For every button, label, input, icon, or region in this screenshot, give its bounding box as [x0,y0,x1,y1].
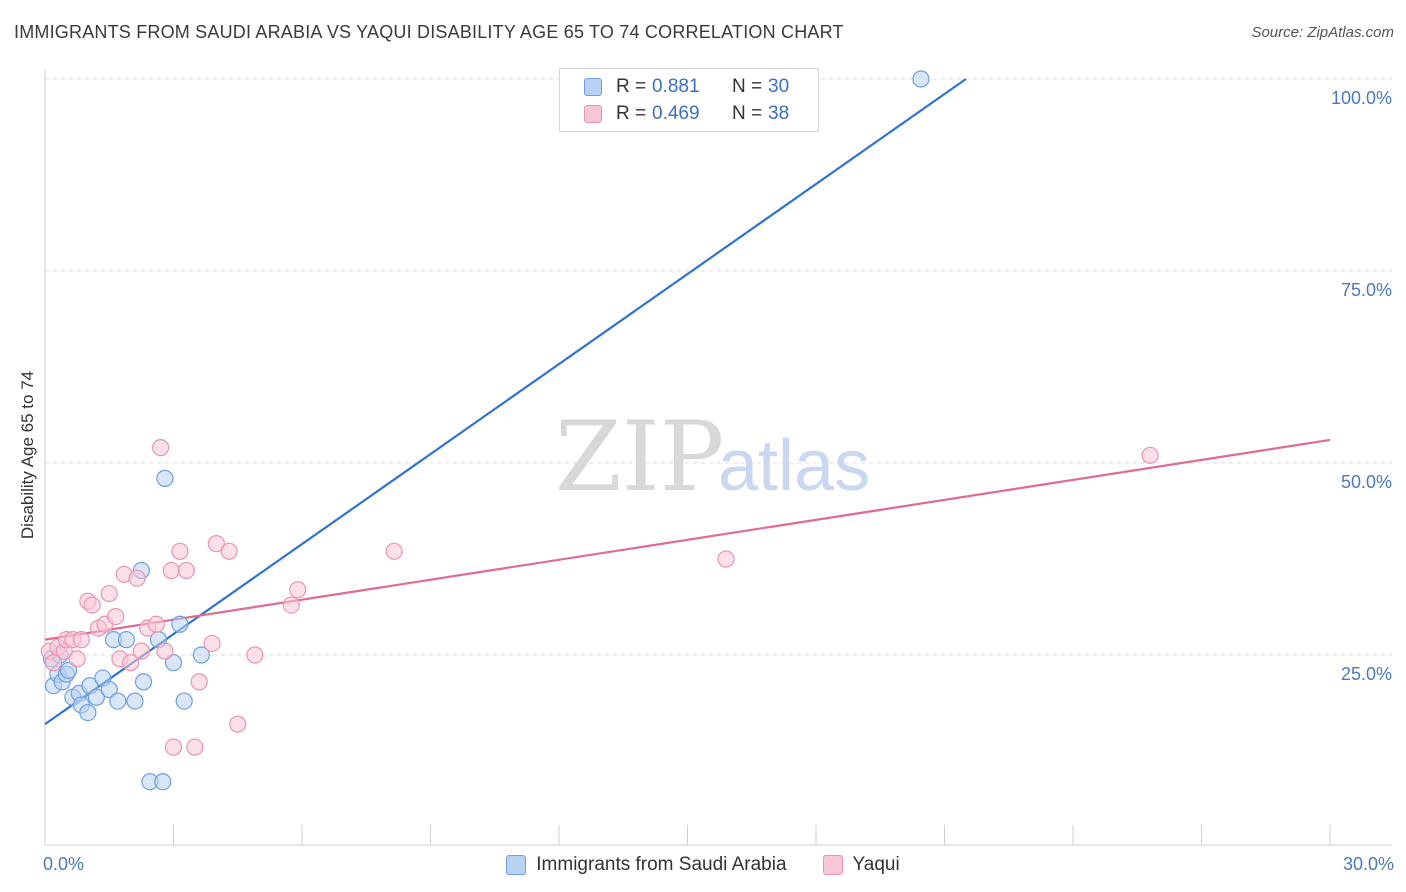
point-saudi [117,631,135,649]
data-points [40,70,1159,791]
legend-swatch-pink [584,105,602,123]
point-saudi [175,692,193,710]
point-saudi [59,661,78,679]
legend-label-saudi: Immigrants from Saudi Arabia [536,854,787,875]
point-saudi [154,773,172,791]
point-yaqui [246,646,264,664]
point-saudi [79,703,97,722]
legend-n-value: 38 [768,103,790,124]
point-saudi [171,615,189,633]
series-legend: Immigrants from Saudi Arabia Yaqui [0,852,1406,878]
grid [45,78,1392,656]
point-saudi [109,692,127,710]
point-yaqui [132,642,150,660]
point-yaqui [68,650,86,668]
point-yaqui [152,439,170,457]
point-yaqui [282,596,300,614]
legend-r-value: 0.469 [652,103,700,124]
y-tick-label: 75.0% [1341,280,1392,300]
trendline-yaqui [44,438,1331,641]
watermark-atlas: atlas [718,426,870,506]
point-saudi [134,673,153,691]
point-yaqui [207,535,225,553]
legend-item-saudi[interactable]: Immigrants from Saudi Arabia [506,854,787,876]
legend-swatch-blue [584,78,602,96]
chart-title: IMMIGRANTS FROM SAUDI ARABIA VS YAQUI DI… [14,22,844,42]
point-yaqui [220,542,238,560]
axes [44,70,1392,846]
point-yaqui [289,581,307,599]
legend-r-label: R = [616,76,647,97]
watermark-zip: ZIP [555,401,724,513]
point-yaqui [164,738,183,756]
point-yaqui [717,550,735,568]
source-credit: Source: ZipAtlas.com [1251,24,1394,41]
point-yaqui [177,561,195,580]
tick-labels: 25.0% 50.0% 75.0% 100.0% 0.0% 30.0% [43,88,1394,874]
point-yaqui [122,654,140,672]
point-saudi [192,646,210,664]
point-yaqui [190,673,208,691]
legend-n-value: 30 [768,76,790,97]
point-saudi [87,688,106,706]
legend-item-yaqui[interactable]: Yaqui [822,854,900,876]
x-tick-label: 30.0% [1343,854,1394,874]
legend-n-label: N = [732,103,763,124]
point-yaqui [83,596,101,614]
legend-swatch-pink [822,855,843,875]
point-yaqui [171,542,189,560]
trendlines [44,78,1331,726]
point-saudi [100,680,118,699]
legend-row-saudi: R = 0.881 N = 30 [584,74,789,100]
legend-swatch-blue [506,855,527,875]
legend-label-yaqui: Yaqui [852,854,900,875]
point-saudi [164,654,183,672]
point-yaqui [203,634,221,653]
y-tick-label: 25.0% [1341,664,1392,684]
legend-r-label: R = [616,103,647,124]
point-saudi [156,469,174,487]
point-yaqui [128,569,146,587]
point-yaqui [72,631,91,649]
legend-r-value: 0.881 [652,76,700,97]
y-tick-label: 100.0% [1331,88,1392,108]
legend-row-yaqui: R = 0.469 N = 38 [584,101,789,127]
legend-n-label: N = [732,76,763,97]
point-saudi [126,692,144,710]
point-saudi [912,70,930,88]
point-yaqui [186,738,204,756]
correlation-legend: R = 0.881 N = 30 R = 0.469 N = 38 [559,68,819,132]
point-yaqui [385,542,403,560]
point-yaqui [156,642,174,660]
y-tick-label: 50.0% [1341,472,1392,492]
point-yaqui [107,607,125,626]
point-yaqui [229,715,247,733]
watermark: ZIP atlas [555,401,870,513]
point-yaqui [1141,446,1159,464]
point-yaqui [147,615,165,633]
point-yaqui [100,584,118,603]
x-tick-label: 0.0% [43,854,84,874]
point-yaqui [162,561,180,580]
